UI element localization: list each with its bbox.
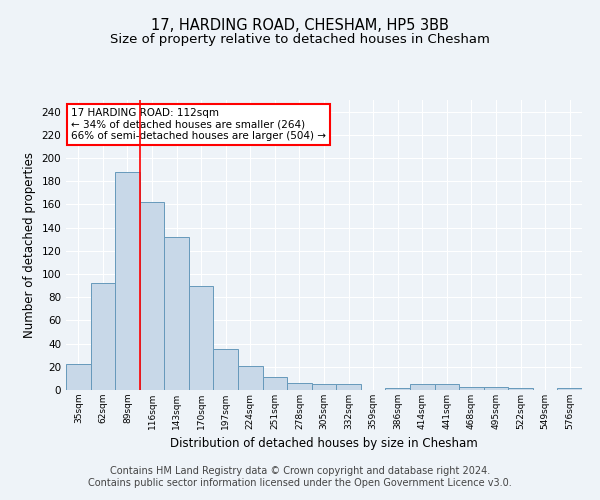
Bar xyxy=(238,366,263,390)
Text: 17 HARDING ROAD: 112sqm
← 34% of detached houses are smaller (264)
66% of semi-d: 17 HARDING ROAD: 112sqm ← 34% of detache… xyxy=(71,108,326,142)
Bar xyxy=(459,386,484,390)
Bar xyxy=(140,202,164,390)
Bar xyxy=(434,384,459,390)
Text: Size of property relative to detached houses in Chesham: Size of property relative to detached ho… xyxy=(110,32,490,46)
Bar xyxy=(287,383,312,390)
Bar xyxy=(385,388,410,390)
Bar xyxy=(312,384,336,390)
Text: 17, HARDING ROAD, CHESHAM, HP5 3BB: 17, HARDING ROAD, CHESHAM, HP5 3BB xyxy=(151,18,449,32)
Bar xyxy=(164,237,189,390)
Bar xyxy=(91,284,115,390)
Bar xyxy=(410,384,434,390)
Bar xyxy=(484,386,508,390)
X-axis label: Distribution of detached houses by size in Chesham: Distribution of detached houses by size … xyxy=(170,438,478,450)
Y-axis label: Number of detached properties: Number of detached properties xyxy=(23,152,36,338)
Bar xyxy=(263,377,287,390)
Bar xyxy=(115,172,140,390)
Bar xyxy=(557,388,582,390)
Bar xyxy=(214,350,238,390)
Bar xyxy=(336,384,361,390)
Bar xyxy=(66,364,91,390)
Bar xyxy=(189,286,214,390)
Text: Contains HM Land Registry data © Crown copyright and database right 2024.
Contai: Contains HM Land Registry data © Crown c… xyxy=(88,466,512,487)
Bar xyxy=(508,388,533,390)
